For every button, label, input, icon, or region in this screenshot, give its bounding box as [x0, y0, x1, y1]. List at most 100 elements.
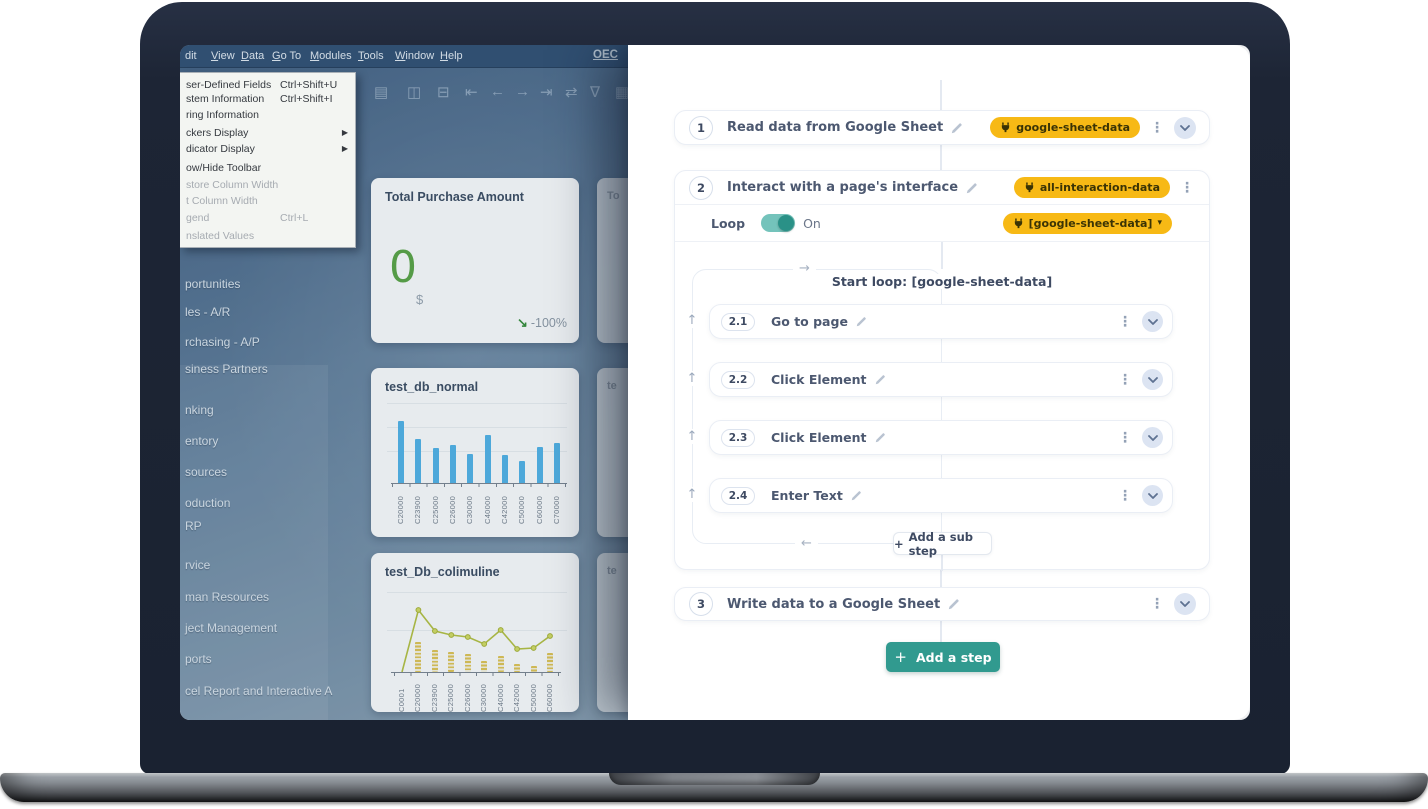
pencil-icon[interactable] — [951, 122, 963, 134]
last-record-icon[interactable]: ⇥ — [540, 84, 553, 101]
first-record-icon[interactable]: ⇤ — [465, 84, 478, 101]
sidebar-item-rvice[interactable]: rvice — [185, 558, 211, 572]
menu-item-ckers-display[interactable]: ckers Display ▶ — [180, 127, 355, 140]
previous-record-icon[interactable]: ← — [490, 83, 505, 100]
kpi-unit: $ — [416, 292, 424, 307]
menu-item-store-column-width: store Column Width — [180, 179, 355, 192]
substep-number: 2.2 — [721, 370, 755, 389]
menu-item-shortcut: Ctrl+Shift+I — [280, 93, 333, 105]
sidebar-item-nking[interactable]: nking — [185, 403, 214, 417]
substep-card-2-4[interactable]: 2.4 Enter Text ⋮ — [709, 478, 1173, 513]
loop-toggle[interactable] — [761, 214, 796, 232]
step-card-3[interactable]: 3 Write data to a Google Sheet ⋮ — [674, 587, 1210, 621]
add-sub-step-button[interactable]: + Add a sub step — [893, 529, 992, 558]
sidebar-item-ject-management[interactable]: ject Management — [185, 621, 278, 635]
sidebar-item-entory[interactable]: entory — [185, 434, 219, 448]
kebab-menu-icon[interactable]: ⋮ — [1118, 487, 1132, 504]
step-card-2[interactable]: 2 Interact with a page's interface all-i… — [674, 170, 1210, 571]
menubar-item-modules[interactable]: Modules — [310, 50, 352, 62]
menu-item-dicator-display[interactable]: dicator Display ▶ — [180, 143, 355, 156]
sidebar-item-portunities[interactable]: portunities — [185, 277, 241, 291]
next-record-icon[interactable]: → — [515, 83, 530, 100]
add-sub-step-label: Add a sub step — [908, 529, 974, 558]
add-step-button[interactable]: + Add a step — [886, 642, 1000, 672]
substep-card-2-1[interactable]: 2.1 Go to page ⋮ — [709, 304, 1173, 339]
pencil-icon[interactable] — [851, 490, 862, 501]
chevron-down-icon[interactable] — [1174, 593, 1196, 615]
export-icon[interactable]: ⊟ — [437, 84, 450, 101]
form-settings-icon[interactable]: ▤ — [374, 84, 389, 101]
kebab-menu-icon[interactable]: ⋮ — [1118, 429, 1132, 446]
kebab-menu-icon[interactable]: ⋮ — [1118, 371, 1132, 388]
menu-item-label: ring Information — [186, 109, 259, 121]
menu-item-label: t Column Width — [186, 195, 258, 207]
bar — [433, 448, 439, 483]
menu-item-ow-hide-toolbar[interactable]: ow/Hide Toolbar — [180, 162, 355, 175]
sidebar-item-man-resources[interactable]: man Resources — [185, 590, 270, 604]
sidebar-item-rp[interactable]: RP — [185, 519, 202, 533]
sidebar-item-sources[interactable]: sources — [185, 465, 228, 479]
sidebar-item-cel-report-and-interactive-a[interactable]: cel Report and Interactive A — [185, 684, 333, 698]
pencil-icon[interactable] — [875, 432, 886, 443]
chevron-down-icon[interactable] — [1174, 116, 1196, 139]
toggle-knob — [778, 215, 795, 231]
sort-icon[interactable]: ▦ — [615, 84, 630, 101]
substep-card-2-2[interactable]: 2.2 Click Element ⋮ — [709, 362, 1173, 397]
bar — [537, 447, 543, 483]
pencil-icon[interactable] — [875, 374, 886, 385]
step-2-header[interactable]: 2 Interact with a page's interface all-i… — [675, 171, 1209, 205]
bar — [467, 454, 473, 483]
x-axis-label: C30000 — [465, 495, 474, 524]
data-badge[interactable]: all-interaction-data — [1013, 177, 1170, 198]
chevron-down-icon[interactable] — [1142, 485, 1163, 506]
menubar-item-dit[interactable]: dit — [185, 50, 197, 62]
loop-toggle-row: Loop On [google-sheet-data] ▾ — [675, 205, 1209, 242]
bar — [502, 455, 508, 483]
sidebar-item-rchasing-a-p[interactable]: rchasing - A/P — [185, 335, 260, 349]
menubar-item-tools[interactable]: Tools — [358, 50, 384, 62]
line-series — [401, 607, 553, 673]
kebab-menu-icon[interactable]: ⋮ — [1118, 313, 1132, 330]
refresh-icon[interactable]: ⇄ — [565, 84, 578, 101]
kebab-menu-icon[interactable]: ⋮ — [1150, 596, 1164, 612]
dotted-bar — [530, 666, 537, 672]
menubar-item-help[interactable]: Help — [440, 50, 463, 62]
loop-data-badge[interactable]: [google-sheet-data] ▾ — [1002, 212, 1172, 234]
line-marker — [415, 607, 422, 613]
filter-icon[interactable]: ∇ — [590, 84, 601, 101]
kebab-menu-icon[interactable]: ⋮ — [1150, 119, 1164, 136]
sidebar-item-ports[interactable]: ports — [185, 652, 212, 666]
badge-label: all-interaction-data — [1039, 181, 1160, 194]
kpi-card-title: Total Purchase Amount — [385, 190, 524, 204]
menubar-item-go-to[interactable]: Go To — [272, 50, 302, 62]
menu-item-ser-defined-fields[interactable]: ser-Defined Fields Ctrl+Shift+U — [180, 79, 355, 92]
substep-card-2-3[interactable]: 2.3 Click Element ⋮ — [709, 420, 1173, 455]
pencil-icon[interactable] — [856, 316, 867, 327]
x-axis-label: C50000 — [517, 495, 526, 524]
menu-item-stem-information[interactable]: stem Information Ctrl+Shift+I — [180, 93, 355, 106]
menu-item-ring-information[interactable]: ring Information — [180, 109, 355, 122]
move-up-icon[interactable]: ↑ — [684, 487, 700, 502]
menu-item-label: ow/Hide Toolbar — [186, 162, 262, 174]
menubar-item-window[interactable]: Window — [395, 50, 435, 62]
chevron-down-icon[interactable] — [1142, 369, 1163, 390]
sidebar-item-les-a-r[interactable]: les - A/R — [185, 305, 231, 319]
step-card-1[interactable]: 1 Read data from Google Sheet google-she… — [674, 110, 1210, 145]
sidebar-item-siness-partners[interactable]: siness Partners — [185, 362, 268, 376]
move-up-icon[interactable]: ↑ — [684, 313, 700, 328]
move-up-icon[interactable]: ↑ — [684, 429, 700, 444]
pencil-icon[interactable] — [966, 182, 978, 194]
chevron-down-icon[interactable] — [1142, 311, 1163, 332]
data-badge[interactable]: google-sheet-data — [990, 117, 1140, 138]
sidebar-item-oduction[interactable]: oduction — [185, 496, 231, 510]
find-icon[interactable]: ◫ — [407, 84, 422, 101]
menubar-item-view[interactable]: View — [211, 50, 235, 62]
submenu-arrow-icon: ▶ — [341, 144, 348, 153]
menubar-item-data[interactable]: Data — [241, 50, 265, 62]
bar — [485, 435, 491, 483]
kebab-menu-icon[interactable]: ⋮ — [1180, 179, 1194, 196]
chevron-down-icon[interactable] — [1142, 427, 1163, 448]
move-up-icon[interactable]: ↑ — [684, 371, 700, 386]
pencil-icon[interactable] — [948, 598, 960, 610]
plus-icon: + — [894, 536, 904, 551]
